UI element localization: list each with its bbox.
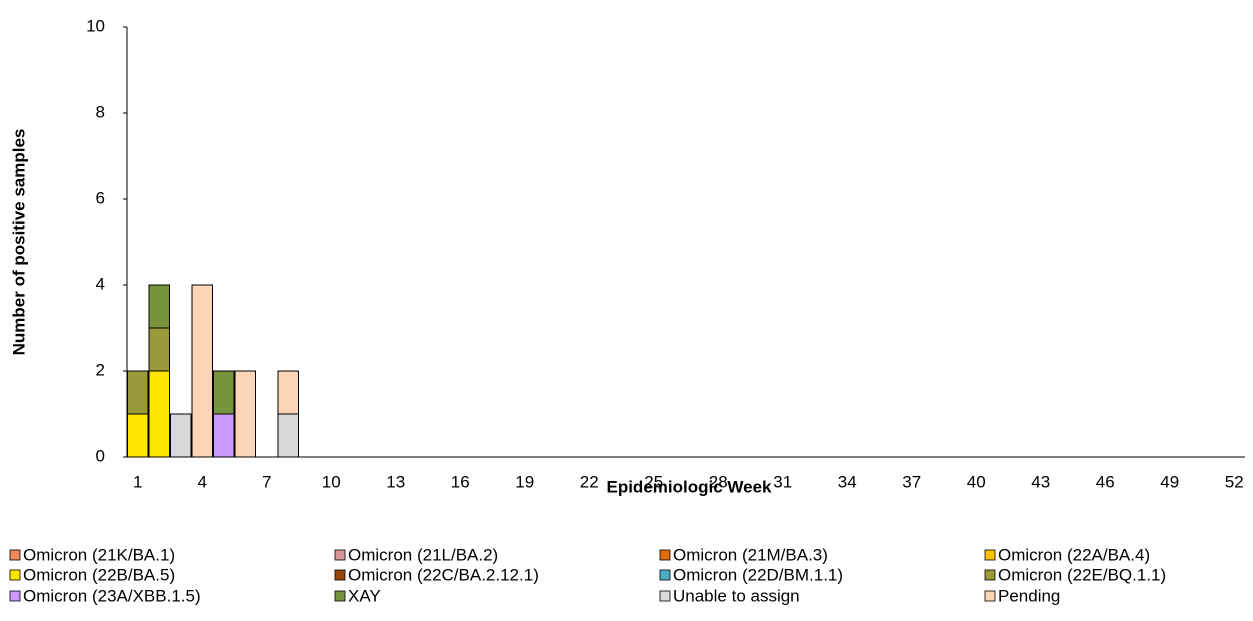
y-tick-label: 10 bbox=[86, 16, 105, 35]
bar-segment bbox=[213, 413, 235, 458]
bar-segment bbox=[213, 370, 235, 415]
x-tick-label: 34 bbox=[838, 472, 857, 491]
legend-swatch bbox=[984, 549, 996, 561]
x-tick-label: 49 bbox=[1160, 472, 1179, 491]
x-tick-label: 40 bbox=[967, 472, 986, 491]
x-tick-label: 16 bbox=[451, 472, 470, 491]
legend-swatch bbox=[659, 569, 671, 581]
bar-segment bbox=[127, 370, 149, 415]
x-tick-label: 22 bbox=[580, 472, 599, 491]
x-tick-label: 13 bbox=[386, 472, 405, 491]
bar-segment bbox=[277, 413, 299, 458]
legend-swatch bbox=[334, 590, 346, 602]
bar-segment bbox=[127, 413, 149, 458]
x-tick-label: 1 bbox=[133, 472, 142, 491]
legend-label: Omicron (21L/BA.2) bbox=[348, 545, 498, 564]
legend-label: Omicron (22D/BM.1.1) bbox=[673, 565, 843, 584]
legend-label: Omicron (21K/BA.1) bbox=[23, 545, 175, 564]
x-tick-label: 7 bbox=[262, 472, 271, 491]
x-tick-label: 31 bbox=[773, 472, 792, 491]
legend-swatch bbox=[334, 549, 346, 561]
x-tick-label: 52 bbox=[1225, 472, 1244, 491]
bar-segment bbox=[191, 284, 213, 458]
legend-swatch bbox=[984, 590, 996, 602]
x-axis-title: Epidemiologic Week bbox=[606, 477, 772, 496]
legend-label: Pending bbox=[998, 586, 1060, 605]
legend-swatch bbox=[334, 569, 346, 581]
y-tick-label: 2 bbox=[96, 360, 105, 379]
y-axis-title: Number of positive samples bbox=[9, 129, 28, 356]
y-tick-label: 6 bbox=[96, 188, 105, 207]
y-tick-label: 0 bbox=[96, 446, 105, 465]
x-tick-label: 4 bbox=[198, 472, 207, 491]
y-tick-label: 8 bbox=[96, 102, 105, 121]
bar-segment bbox=[234, 370, 256, 458]
legend-label: Omicron (21M/BA.3) bbox=[673, 545, 828, 564]
bar-segment bbox=[170, 413, 192, 458]
legend-label: Omicron (22C/BA.2.12.1) bbox=[348, 565, 539, 584]
legend-swatch bbox=[9, 549, 21, 561]
y-tick-label: 4 bbox=[96, 274, 105, 293]
x-tick-label: 25 bbox=[644, 472, 663, 491]
legend-label: Omicron (22B/BA.5) bbox=[23, 565, 175, 584]
x-tick-label: 43 bbox=[1031, 472, 1050, 491]
bar-segment bbox=[148, 327, 170, 372]
legend-label: Omicron (22E/BQ.1.1) bbox=[998, 565, 1166, 584]
x-tick-label: 37 bbox=[902, 472, 921, 491]
legend-swatch bbox=[659, 590, 671, 602]
legend-swatch bbox=[9, 569, 21, 581]
legend-label: Unable to assign bbox=[673, 586, 800, 605]
x-tick-label: 28 bbox=[709, 472, 728, 491]
x-tick-label: 46 bbox=[1096, 472, 1115, 491]
legend-swatch bbox=[9, 590, 21, 602]
legend-label: Omicron (22A/BA.4) bbox=[998, 545, 1150, 564]
legend-label: XAY bbox=[348, 586, 381, 605]
bar-segment bbox=[148, 370, 170, 458]
legend-swatch bbox=[984, 569, 996, 581]
bar-segment bbox=[277, 370, 299, 415]
x-tick-label: 19 bbox=[515, 472, 534, 491]
bar-segment bbox=[148, 284, 170, 329]
x-tick-label: 10 bbox=[322, 472, 341, 491]
legend-label: Omicron (23A/XBB.1.5) bbox=[23, 586, 201, 605]
legend-swatch bbox=[659, 549, 671, 561]
